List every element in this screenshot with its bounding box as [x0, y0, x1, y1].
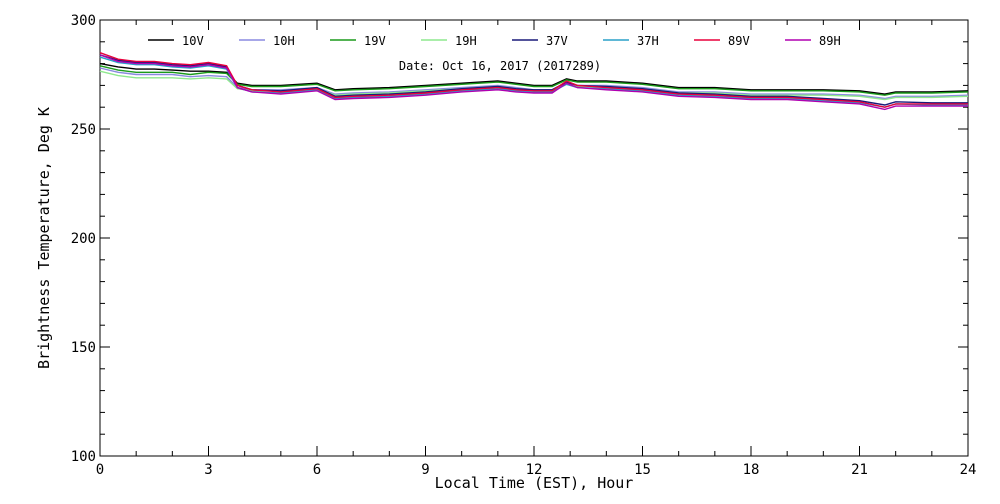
y-tick-label: 100 [71, 449, 96, 465]
y-tick-label: 200 [71, 231, 96, 247]
x-tick-label: 3 [204, 462, 212, 478]
date-annotation: Date: Oct 16, 2017 (2017289) [399, 59, 601, 73]
x-tick-label: 24 [960, 462, 977, 478]
legend-label-89h: 89H [819, 34, 841, 48]
y-tick-label: 300 [71, 13, 96, 29]
x-tick-label: 0 [96, 462, 104, 478]
x-tick-label: 21 [851, 462, 868, 478]
x-tick-label: 9 [421, 462, 429, 478]
series-line-37h [99, 56, 968, 108]
series-line-19v [99, 65, 969, 96]
x-tick-label: 6 [313, 462, 321, 478]
y-axis-title: Brightness Temperature, Deg K [35, 107, 53, 369]
legend-label-10h: 10H [273, 34, 295, 48]
x-tick-label: 12 [526, 462, 543, 478]
series-line-89v [99, 52, 968, 108]
series-line-37v [99, 54, 968, 106]
series-line-10v [99, 62, 969, 95]
series-line-89h [99, 54, 968, 111]
legend-label-10v: 10V [182, 34, 204, 48]
series-lines [99, 52, 969, 111]
legend-label-19v: 19V [364, 34, 386, 48]
legend-label-37v: 37V [546, 34, 568, 48]
y-tick-label: 250 [71, 122, 96, 138]
x-tick-label: 18 [743, 462, 760, 478]
legend-label-89v: 89V [728, 34, 750, 48]
y-tick-label: 150 [71, 340, 96, 356]
legend: 10V 10H 19V 19H 37V 37H 89V 89H [148, 34, 841, 48]
legend-label-19h: 19H [455, 34, 477, 48]
series-line-10h [99, 67, 969, 100]
axis-ticks: 0 3 6 9 12 15 18 21 24 100 150 200 250 300 [71, 13, 977, 478]
legend-label-37h: 37H [637, 34, 659, 48]
x-axis-title: Local Time (EST), Hour [435, 474, 634, 492]
x-tick-label: 15 [634, 462, 651, 478]
